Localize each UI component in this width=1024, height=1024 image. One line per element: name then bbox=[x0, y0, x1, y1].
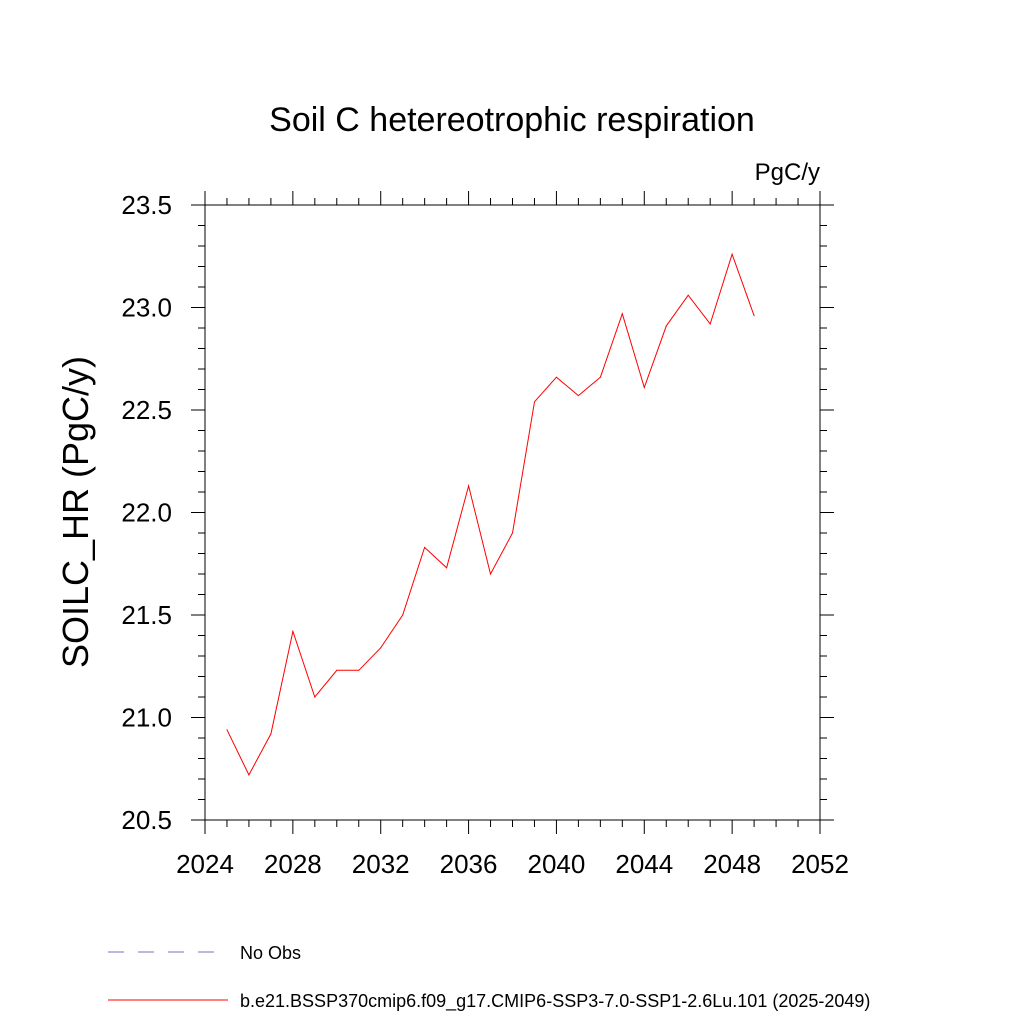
data-point bbox=[665, 325, 667, 327]
data-point bbox=[753, 315, 755, 317]
data-point bbox=[599, 376, 601, 378]
plot-frame bbox=[204, 204, 821, 821]
x-tick-label: 2044 bbox=[615, 849, 673, 879]
x-tick-label: 2036 bbox=[440, 849, 498, 879]
data-point bbox=[468, 485, 470, 487]
data-point bbox=[577, 395, 579, 397]
y-tick-labels: 20.5 21.0 21.5 22.0 22.5 23.0 23.5 bbox=[121, 190, 172, 835]
data-point bbox=[533, 401, 535, 403]
data-point bbox=[731, 253, 733, 255]
y-tick-label: 20.5 bbox=[121, 805, 172, 835]
chart-title: Soil C hetereotrophic respiration bbox=[269, 101, 755, 139]
legend: No Obs b.e21.BSSP370cmip6.f09_g17.CMIP6-… bbox=[108, 943, 870, 1012]
y-tick-label: 22.5 bbox=[121, 395, 172, 425]
y-tick-label: 21.5 bbox=[121, 600, 172, 630]
data-point bbox=[402, 614, 404, 616]
units-label: PgC/y bbox=[755, 159, 820, 186]
series-line bbox=[226, 252, 755, 776]
data-point bbox=[446, 567, 448, 569]
data-point bbox=[248, 774, 250, 776]
axis-ticks bbox=[191, 191, 834, 834]
data-point bbox=[226, 729, 228, 731]
data-point bbox=[621, 313, 623, 315]
series-group bbox=[226, 252, 755, 776]
y-axis-label: SOILC_HR (PgC/y) bbox=[55, 356, 96, 668]
data-point bbox=[643, 386, 645, 388]
data-point bbox=[380, 647, 382, 649]
data-point bbox=[424, 546, 426, 548]
data-point bbox=[314, 696, 316, 698]
y-tick-label: 21.0 bbox=[121, 703, 172, 733]
x-tick-label: 2024 bbox=[176, 849, 234, 879]
x-tick-label: 2052 bbox=[791, 849, 849, 879]
y-tick-label: 22.0 bbox=[121, 498, 172, 528]
x-tick-label: 2048 bbox=[703, 849, 761, 879]
data-point bbox=[687, 294, 689, 296]
data-point bbox=[490, 573, 492, 575]
legend-label-no-obs: No Obs bbox=[240, 943, 301, 963]
data-point bbox=[358, 669, 360, 671]
legend-label-model: b.e21.BSSP370cmip6.f09_g17.CMIP6-SSP3-7.… bbox=[240, 991, 870, 1012]
x-tick-labels: 2024 2028 2032 2036 2040 2044 2048 2052 bbox=[176, 849, 849, 879]
x-tick-label: 2032 bbox=[352, 849, 410, 879]
data-point bbox=[292, 630, 294, 632]
data-point bbox=[555, 376, 557, 378]
data-point bbox=[336, 669, 338, 671]
data-point bbox=[512, 532, 513, 534]
data-point bbox=[709, 323, 711, 325]
y-tick-label: 23.0 bbox=[121, 293, 172, 323]
x-tick-label: 2028 bbox=[264, 849, 322, 879]
data-point bbox=[270, 733, 272, 735]
x-tick-label: 2040 bbox=[528, 849, 586, 879]
y-tick-label: 23.5 bbox=[121, 190, 172, 220]
